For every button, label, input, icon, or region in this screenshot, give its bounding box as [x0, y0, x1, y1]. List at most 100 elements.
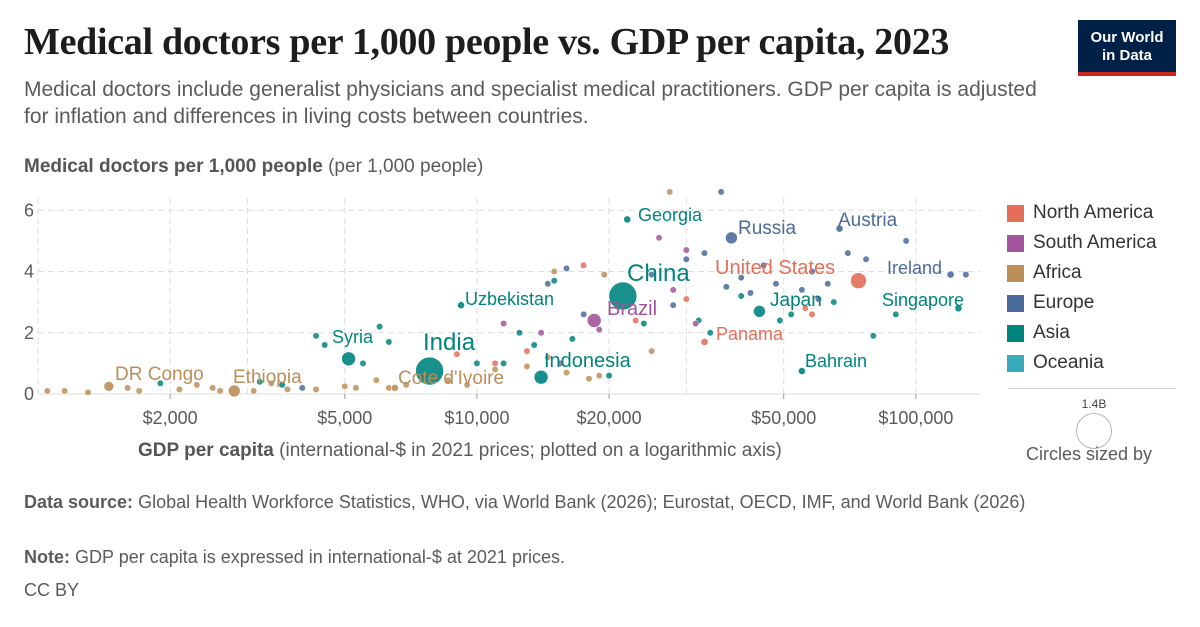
data-point[interactable] — [463, 381, 471, 389]
data-point-labeled[interactable] — [700, 338, 709, 346]
data-point-labeled[interactable] — [608, 281, 638, 311]
legend-item-north-america[interactable]: North America — [1007, 198, 1157, 228]
data-point[interactable] — [491, 359, 499, 367]
data-point-labeled[interactable] — [457, 301, 465, 310]
data-point[interactable] — [902, 237, 910, 245]
data-point[interactable] — [372, 376, 380, 384]
data-point[interactable] — [798, 286, 806, 294]
data-point[interactable] — [444, 376, 452, 384]
data-point[interactable] — [580, 310, 588, 318]
data-point[interactable] — [844, 249, 852, 257]
data-point[interactable] — [321, 341, 329, 349]
data-point[interactable] — [701, 249, 708, 257]
owid-logo[interactable]: Our World in Data — [1078, 20, 1176, 76]
data-point-labeled[interactable] — [623, 215, 632, 224]
data-point[interactable] — [815, 295, 822, 303]
data-point[interactable] — [580, 261, 588, 269]
data-point[interactable] — [500, 320, 508, 328]
data-point[interactable] — [557, 359, 564, 367]
data-point-labeled[interactable] — [415, 356, 444, 386]
data-point[interactable] — [550, 268, 558, 275]
data-point[interactable] — [787, 310, 795, 318]
data-point[interactable] — [648, 271, 656, 279]
data-point-labeled[interactable] — [753, 305, 766, 318]
data-point-labeled[interactable] — [725, 231, 738, 245]
data-point[interactable] — [640, 320, 648, 328]
data-point-labeled[interactable] — [586, 313, 602, 328]
data-point[interactable] — [655, 234, 663, 242]
data-point[interactable] — [808, 310, 816, 318]
data-point[interactable] — [717, 188, 725, 196]
data-point[interactable] — [666, 188, 674, 196]
legend-item-europe[interactable]: Europe — [1007, 288, 1157, 318]
data-point[interactable] — [772, 280, 780, 288]
legend-item-oceania[interactable]: Oceania — [1007, 348, 1157, 378]
data-point[interactable] — [250, 387, 258, 395]
legend-item-asia[interactable]: Asia — [1007, 318, 1157, 348]
data-point[interactable] — [156, 379, 164, 387]
data-point[interactable] — [824, 280, 832, 288]
data-point[interactable] — [312, 385, 320, 393]
data-point[interactable] — [563, 369, 570, 377]
data-point[interactable] — [376, 323, 384, 331]
data-point-labeled[interactable] — [835, 224, 844, 233]
data-point[interactable] — [737, 274, 745, 282]
data-point[interactable] — [359, 359, 367, 367]
data-point[interactable] — [632, 317, 640, 324]
legend-item-south-america[interactable]: South America — [1007, 228, 1157, 258]
data-point[interactable] — [669, 301, 677, 309]
data-point[interactable] — [669, 286, 677, 294]
data-point[interactable] — [692, 320, 700, 328]
data-point[interactable] — [563, 264, 570, 272]
data-point[interactable] — [61, 387, 69, 395]
data-point[interactable] — [682, 295, 690, 303]
data-point[interactable] — [595, 372, 603, 380]
data-point[interactable] — [600, 271, 608, 279]
data-point[interactable] — [801, 304, 809, 312]
data-point[interactable] — [585, 375, 593, 383]
data-point[interactable] — [523, 347, 531, 355]
data-point[interactable] — [682, 246, 690, 254]
data-point[interactable] — [595, 326, 603, 334]
data-point-labeled[interactable] — [797, 367, 806, 375]
data-point[interactable] — [869, 332, 877, 340]
data-point-labeled[interactable] — [103, 381, 115, 392]
data-point[interactable] — [352, 384, 360, 392]
data-point-labeled[interactable] — [390, 383, 399, 392]
scatter-plot[interactable]: Georgia Russia Austria Ireland China United S… — [0, 180, 1000, 440]
data-point[interactable] — [747, 289, 754, 297]
data-point[interactable] — [544, 280, 552, 288]
data-point[interactable] — [550, 277, 558, 285]
data-point-labeled[interactable] — [946, 270, 955, 279]
data-point-labeled[interactable] — [850, 272, 867, 289]
data-point[interactable] — [706, 329, 714, 337]
data-point[interactable] — [776, 317, 784, 324]
data-point[interactable] — [523, 362, 531, 370]
data-point[interactable] — [830, 298, 838, 306]
data-point[interactable] — [193, 381, 201, 389]
data-point[interactable] — [124, 384, 132, 392]
data-point[interactable] — [737, 292, 745, 300]
data-point[interactable] — [516, 329, 523, 337]
data-point[interactable] — [962, 271, 970, 279]
data-point[interactable] — [298, 384, 306, 392]
data-point[interactable] — [267, 379, 275, 387]
data-point[interactable] — [862, 255, 870, 263]
legend-item-africa[interactable]: Africa — [1007, 258, 1157, 288]
data-point[interactable] — [682, 255, 690, 263]
data-point[interactable] — [312, 332, 320, 340]
data-point[interactable] — [537, 329, 545, 337]
license[interactable]: CC BY — [24, 580, 80, 600]
data-point[interactable] — [808, 268, 816, 275]
data-point[interactable] — [544, 353, 552, 361]
data-point[interactable] — [175, 385, 183, 393]
data-point[interactable] — [256, 378, 264, 386]
data-point[interactable] — [278, 381, 286, 389]
data-point[interactable] — [135, 387, 143, 395]
data-point[interactable] — [402, 381, 410, 389]
data-point[interactable] — [84, 389, 92, 396]
data-point[interactable] — [605, 372, 613, 380]
data-point[interactable] — [341, 382, 349, 390]
data-point[interactable] — [500, 359, 508, 367]
data-point[interactable] — [760, 261, 768, 269]
